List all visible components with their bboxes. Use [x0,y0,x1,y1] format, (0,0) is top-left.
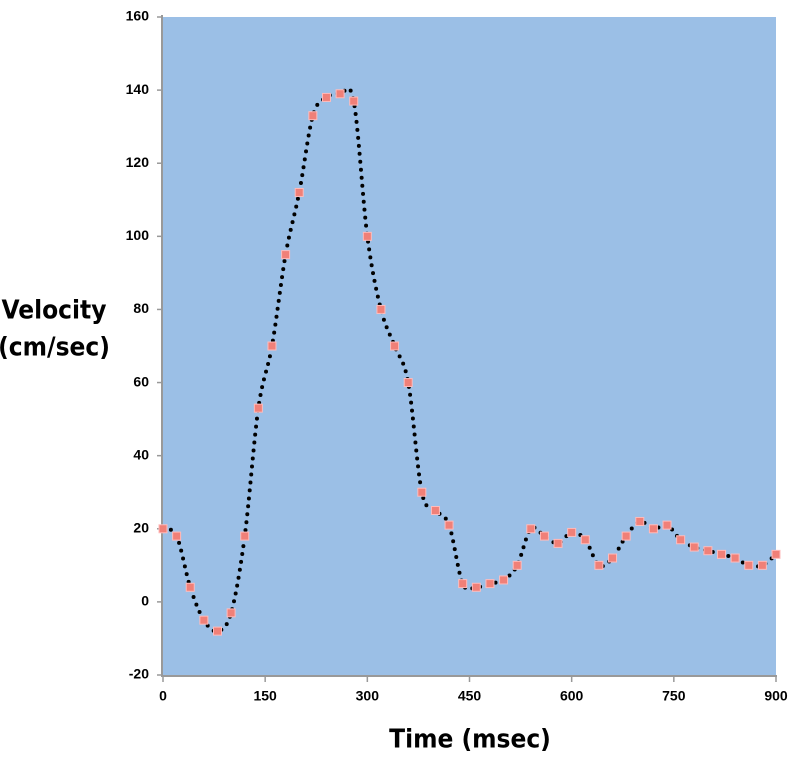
point [635,516,645,526]
x-tick-label: 150 [253,688,277,704]
x-tick-label: 0 [159,688,167,704]
point [430,506,440,515]
point [608,553,618,563]
y-axis-title: (cm/sec) [0,333,110,363]
point [417,487,427,497]
point [185,582,195,592]
point [539,531,549,541]
point [199,615,209,625]
point [471,582,481,592]
x-tick-label: 900 [764,688,788,704]
y-tick-label: 140 [126,81,150,97]
y-tick-label: 0 [141,593,149,609]
point [485,579,495,589]
y-tick-label: 120 [126,154,150,170]
point [499,575,509,585]
x-tick-label: 750 [662,688,686,704]
point [676,535,686,545]
plot-area [163,17,776,675]
point [648,524,658,534]
y-tick-label: -20 [129,666,149,682]
point [757,560,767,570]
y-tick-label: 100 [126,227,150,243]
point [172,531,182,541]
y-tick-label: 40 [133,446,149,462]
point [662,520,672,530]
point [703,546,713,556]
point [349,96,359,106]
point [281,250,291,260]
point [512,560,522,570]
point [403,378,413,388]
point [376,304,386,314]
point [267,341,277,351]
point [226,608,236,618]
x-tick-label: 450 [458,688,482,704]
x-tick-label: 600 [560,688,584,704]
y-tick-label: 20 [133,519,149,535]
point [444,520,454,530]
point [621,531,631,541]
point [240,531,250,541]
point [689,542,699,552]
point [294,187,304,197]
point [158,524,168,534]
y-tick-label: 60 [133,373,149,389]
point [308,111,318,121]
point [390,341,400,351]
x-tick-label: 300 [356,688,380,704]
y-tick-label: 80 [133,300,149,316]
x-axis-title: Time (msec) [389,725,551,755]
point [744,560,754,570]
point [335,89,345,99]
point [567,527,577,537]
y-axis-title: Velocity [2,296,107,326]
point [553,538,563,548]
point [253,403,263,413]
point [717,549,727,559]
point [526,524,536,534]
point [321,92,331,102]
point [771,549,781,559]
point [212,626,222,636]
point [458,579,468,589]
point [730,553,740,563]
point [594,560,604,570]
point [362,231,372,241]
y-tick-label: 160 [126,8,150,24]
point [580,535,590,545]
